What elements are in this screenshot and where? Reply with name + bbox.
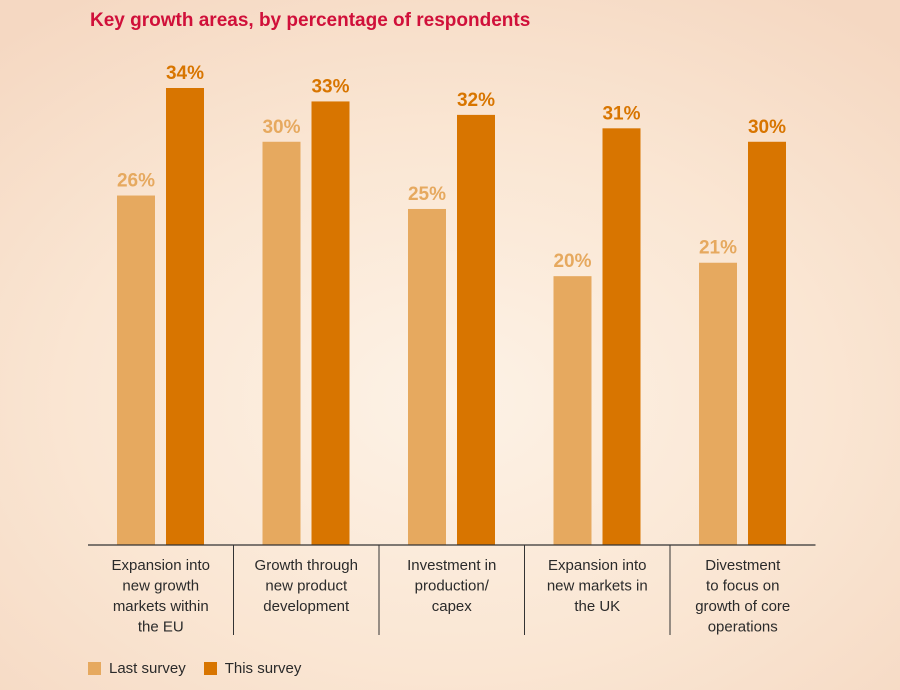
- category-label-2-line-1: Growth through: [255, 557, 358, 574]
- data-label-last-survey-3: 25%: [408, 184, 446, 205]
- category-label-4-line-3: the UK: [574, 598, 620, 615]
- bar-this-survey-4: [602, 128, 641, 545]
- legend-item-last-survey: Last survey: [88, 660, 186, 677]
- data-label-last-survey-4: 20%: [553, 251, 591, 272]
- legend-item-this-survey: This survey: [203, 660, 302, 677]
- bar-last-survey-5: [699, 262, 737, 545]
- data-label-this-survey-1: 34%: [166, 63, 204, 84]
- bar-last-survey-1: [117, 195, 155, 545]
- data-label-this-survey-5: 30%: [748, 117, 786, 138]
- bar-this-survey-1: [166, 88, 204, 545]
- bar-this-survey-2: [311, 101, 350, 546]
- data-label-last-survey-1: 26%: [117, 171, 155, 192]
- data-label-this-survey-4: 31%: [602, 103, 640, 124]
- legend-label-last-survey: Last survey: [109, 660, 186, 677]
- category-label-4-line-1: Expansion into: [548, 557, 646, 574]
- bar-this-survey-5: [748, 141, 786, 545]
- category-label-1-line-1: Expansion into: [112, 557, 210, 574]
- legend-swatch-last-survey: [88, 662, 101, 675]
- category-label-5-line-3: growth of core: [695, 598, 790, 615]
- bar-last-survey-4: [553, 276, 592, 545]
- data-label-this-survey-2: 33%: [311, 76, 349, 97]
- legend-label-this-survey: This survey: [224, 660, 302, 677]
- legend-swatch-this-survey: [203, 662, 217, 675]
- category-label-5-line-2: to focus on: [706, 578, 779, 595]
- category-label-4-line-2: new markets in: [547, 578, 648, 595]
- category-label-3-line-2: production/: [415, 578, 490, 595]
- category-label-5-line-4: operations: [708, 619, 778, 636]
- data-label-last-survey-2: 30%: [262, 117, 300, 138]
- category-label-1-line-3: markets within: [113, 598, 209, 615]
- category-label-3-line-1: Investment in: [407, 557, 496, 574]
- chart-title: Key growth areas, by percentage of respo…: [90, 10, 531, 31]
- category-label-2-line-3: development: [263, 598, 350, 615]
- category-label-1-line-4: the EU: [138, 619, 184, 636]
- bar-this-survey-3: [457, 114, 495, 545]
- legend: Last survey This survey: [88, 660, 319, 677]
- category-label-3-line-3: capex: [432, 598, 473, 615]
- bar-last-survey-3: [408, 208, 446, 545]
- category-label-5-line-1: Divestment: [705, 557, 781, 574]
- data-label-last-survey-5: 21%: [699, 238, 737, 259]
- bar-last-survey-2: [262, 141, 301, 545]
- category-label-1-line-2: new growth: [122, 578, 199, 595]
- data-label-this-survey-3: 32%: [457, 90, 495, 111]
- category-label-2-line-2: new product: [265, 578, 348, 595]
